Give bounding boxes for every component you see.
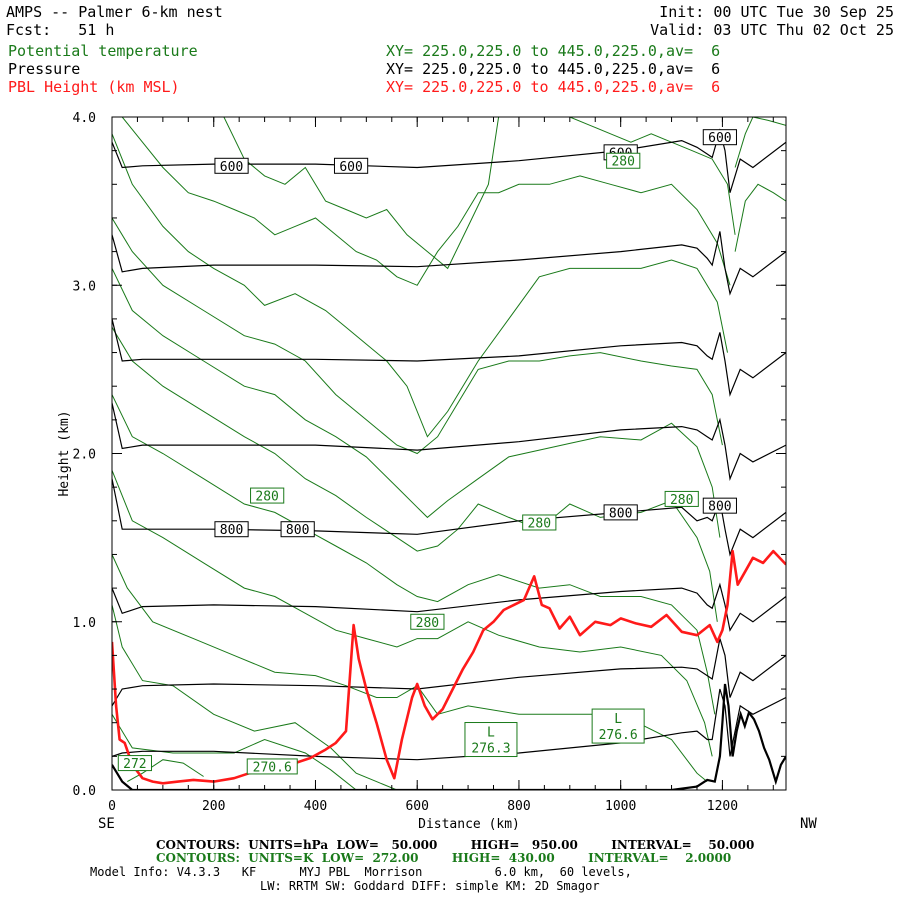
chart-title: AMPS -- Palmer 6-km nest	[6, 3, 223, 21]
theta-contour-line	[112, 714, 367, 790]
low-marker-box	[464, 722, 518, 758]
pressure-contour-label: 600	[708, 131, 731, 146]
field-label-pbl: PBL Height (km MSL)	[8, 78, 180, 96]
pressure-contour-line	[112, 582, 786, 632]
pressure-contour-label: 800	[220, 523, 243, 538]
pressure-contour-line	[112, 478, 786, 557]
x-tick-label: 1200	[707, 799, 738, 814]
pressure-contour-label-box	[214, 521, 249, 538]
pressure-contours	[112, 128, 786, 761]
low-marker-box	[591, 708, 645, 744]
theta-contour-label-box	[246, 758, 298, 775]
theta-contour-label-box	[606, 152, 641, 169]
x-tick-label: 800	[507, 799, 530, 814]
theta-contour-line	[112, 554, 708, 782]
theta-contour-line	[734, 183, 786, 252]
x-tick-label: 0	[108, 799, 116, 814]
theta-contours	[112, 117, 786, 790]
x-axis-label: Distance (km)	[418, 817, 520, 832]
model-info: Model Info: V4.3.3 KF MYJ PBL Morrison 6…	[90, 865, 632, 879]
y-tick-label: 4.0	[73, 111, 96, 126]
theta-contour-line	[569, 117, 736, 235]
contour-labels: 6006006006008008008008002802802802802802…	[117, 129, 737, 775]
pressure-contour-line	[112, 638, 786, 707]
x-tick-label: 600	[405, 799, 428, 814]
theta-contour-label: 280	[528, 516, 551, 531]
theta-contour-line	[112, 604, 398, 790]
model-info-2: LW: RRTM SW: Goddard DIFF: simple KM: 2D…	[260, 879, 600, 893]
theta-contour-line	[112, 217, 723, 455]
theta-contour-label-box	[664, 490, 699, 507]
y-tick-label: 0.0	[73, 784, 96, 799]
terrain-line-path	[112, 683, 786, 790]
theta-contour-line	[112, 133, 728, 438]
pressure-contour-label: 800	[286, 523, 309, 538]
theta-contour-line	[112, 470, 713, 757]
theta-contour-label: 280	[255, 490, 278, 505]
pressure-contour-line	[112, 318, 786, 397]
pressure-contour-label: 800	[609, 506, 632, 521]
low-marker-value: 276.3	[471, 742, 510, 757]
theta-contour-label-box	[410, 613, 445, 630]
theta-contour-label: 270.6	[253, 760, 292, 775]
pressure-contour-label-box	[702, 497, 737, 514]
field-xy-theta: XY= 225.0,225.0 to 445.0,225.0,av= 6	[386, 42, 721, 60]
y-axis-label: Height (km)	[57, 410, 72, 496]
theta-contour-line	[112, 327, 718, 622]
low-marker-value: 276.6	[599, 728, 638, 743]
pressure-contour-label-box	[603, 504, 638, 521]
low-marker-letter: L	[487, 726, 495, 741]
x-tick-label: 1000	[605, 799, 636, 814]
y-tick-label: 1.0	[73, 616, 96, 631]
theta-contour-line	[121, 117, 731, 286]
theta-contour-label-box	[250, 487, 285, 504]
pressure-contour-label-box	[280, 521, 315, 538]
field-xy-pbl: XY= 225.0,225.0 to 445.0,225.0,av= 6	[386, 78, 721, 96]
pressure-contour-line	[112, 688, 786, 761]
x-end-label-left: SE	[98, 816, 115, 832]
plot-frame	[111, 116, 787, 791]
theta-contour-label-box	[522, 514, 557, 531]
theta-contour-info: CONTOURS: UNITS=K LOW= 272.00 HIGH= 430.…	[156, 851, 732, 865]
pressure-contour-label: 600	[339, 160, 362, 175]
pressure-contour-line	[112, 128, 786, 193]
theta-contour-line	[734, 117, 786, 168]
field-label-pressure: Pressure	[8, 60, 81, 78]
x-tick-label: 400	[304, 799, 327, 814]
pressure-contour-label-box	[333, 157, 369, 174]
axes: 0.0 1.0 2.0 3.0 4.0 0 200 400 600 800 1000 1200 Dist…	[57, 111, 817, 832]
x-end-label-right: NW	[800, 816, 817, 832]
y-tick-label: 3.0	[73, 279, 96, 294]
theta-contour-label: 280	[611, 155, 634, 170]
theta-contour-line	[223, 117, 500, 270]
cross-section-chart: 600 600 600 600 800 800 800 800 280 280 280 280 280 2…	[57, 111, 817, 832]
forecast-hour: Fcst: 51 h	[6, 21, 115, 39]
theta-contour-label: 272	[123, 757, 146, 772]
pressure-contour-label: 800	[708, 500, 731, 515]
y-tick-label: 2.0	[73, 448, 96, 463]
pressure-contour-line	[112, 402, 786, 481]
theta-contour-label-box	[117, 755, 152, 772]
theta-contour-line	[112, 394, 716, 715]
pbl-height-path	[112, 549, 786, 785]
theta-contour-label: 280	[416, 616, 439, 631]
x-tick-label: 200	[202, 799, 225, 814]
pressure-contour-line	[112, 231, 786, 296]
pressure-contour-label: 600	[220, 160, 243, 175]
theta-contour-label: 280	[670, 493, 693, 508]
field-xy-pressure: XY= 225.0,225.0 to 445.0,225.0,av= 6	[386, 60, 721, 78]
field-label-theta: Potential temperature	[8, 42, 198, 60]
terrain-line	[112, 683, 786, 790]
pressure-contour-label-box	[214, 157, 249, 174]
pbl-height-line	[112, 549, 786, 785]
pressure-contour-label-box	[702, 129, 737, 146]
pressure-contour-info: CONTOURS: UNITS=hPa LOW= 50.000 HIGH= 95…	[156, 838, 755, 852]
theta-contour-line	[112, 268, 721, 538]
init-time: Init: 00 UTC Tue 30 Sep 25	[659, 3, 894, 21]
theta-contour-line	[127, 759, 204, 783]
low-marker-letter: L	[614, 712, 622, 727]
valid-time: Valid: 03 UTC Thu 02 Oct 25	[650, 21, 894, 39]
